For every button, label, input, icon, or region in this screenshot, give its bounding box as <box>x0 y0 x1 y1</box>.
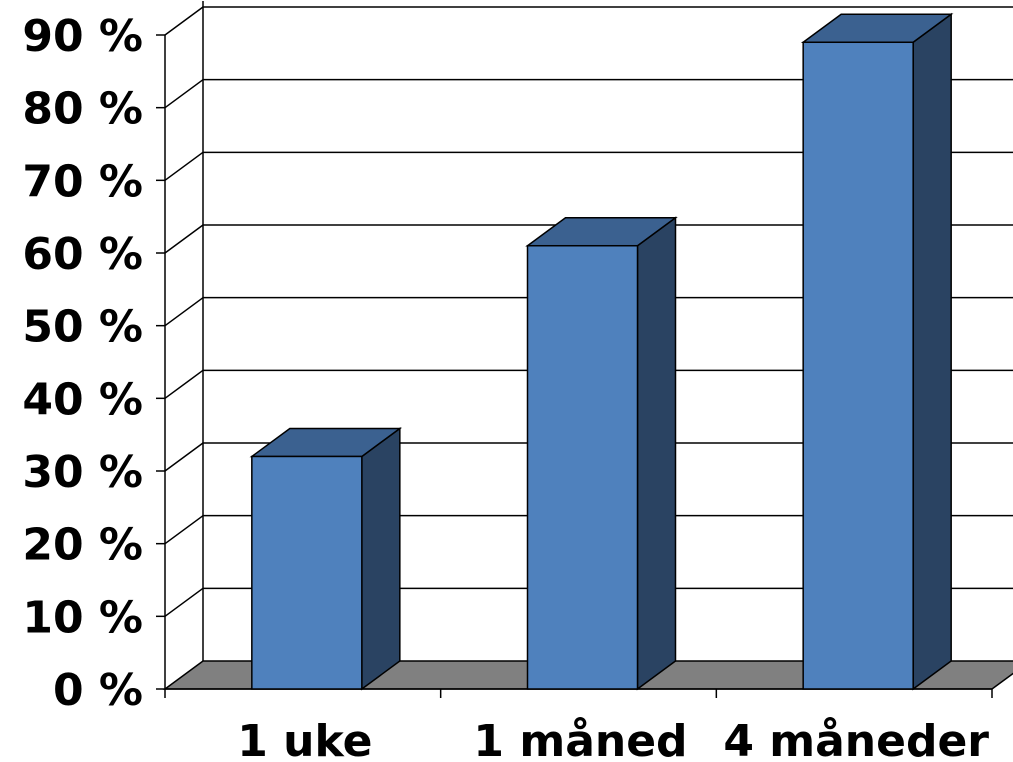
gridline-side <box>164 515 204 545</box>
gridline-side <box>164 297 204 327</box>
y-tick-label: 40 % <box>22 374 143 425</box>
gridline-side <box>164 587 204 617</box>
bar-front <box>251 455 363 690</box>
bars <box>249 12 954 691</box>
y-tick-label: 80 % <box>22 84 143 135</box>
gridline-side <box>164 369 204 399</box>
y-tick-label: 10 % <box>22 592 143 643</box>
gridline-side <box>164 224 204 254</box>
bar-front <box>526 244 639 690</box>
y-tick-label: 20 % <box>22 520 143 571</box>
y-tick-label: 60 % <box>22 229 143 280</box>
bar-side <box>912 12 952 691</box>
bar <box>800 12 954 691</box>
y-tick-label: 50 % <box>22 302 143 353</box>
bar-front <box>802 41 914 690</box>
y-tick-label: 70 % <box>22 156 143 207</box>
gridline-side <box>164 442 204 472</box>
bar-side <box>636 216 677 691</box>
y-tick-label: 0 % <box>53 665 143 716</box>
y-tick-label: 90 % <box>22 11 143 62</box>
x-category-label: 1 uke <box>237 716 372 762</box>
x-category-label: 1 måned <box>473 716 687 762</box>
gridline-side <box>164 151 204 181</box>
gridline-side <box>164 79 204 109</box>
y-tick-label: 30 % <box>22 447 143 498</box>
y-axis-tick-labels: 0 % 10 % 20 % 30 % 40 % 50 % 60 % 70 % 80 % 90 % <box>22 11 143 716</box>
bar <box>525 216 678 691</box>
gridline-side <box>164 6 204 36</box>
bar-side <box>361 426 401 691</box>
x-axis-category-labels: 1 uke 1 måned 4 måneder <box>237 716 989 762</box>
x-category-label: 4 måneder <box>723 716 989 762</box>
bar <box>249 426 403 691</box>
